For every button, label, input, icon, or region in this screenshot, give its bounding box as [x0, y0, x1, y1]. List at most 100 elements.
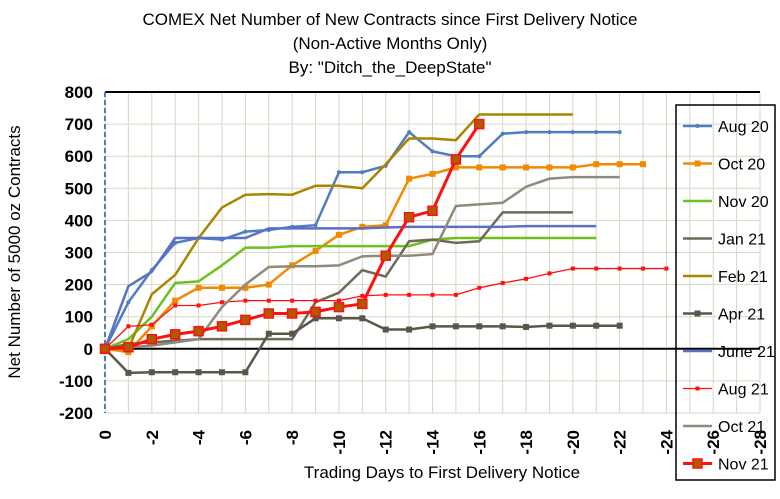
data-point [570, 130, 575, 135]
data-point [196, 303, 201, 308]
data-point [333, 301, 345, 313]
data-point [407, 292, 412, 297]
x-tick-label: -4 [190, 429, 209, 445]
series-line [104, 162, 644, 354]
y-tick-label: 300 [65, 244, 93, 263]
y-tick-label: 100 [65, 308, 93, 327]
y-tick-label: 0 [84, 340, 93, 359]
legend-label: Oct 21 [718, 419, 765, 436]
data-point [477, 154, 482, 159]
y-tick-label: 600 [65, 147, 93, 166]
data-point [593, 161, 600, 168]
legend-label: June 21 [718, 344, 775, 361]
series-oct-20 [102, 161, 647, 356]
data-point [218, 369, 225, 376]
y-tick-label: -100 [59, 372, 93, 391]
y-tick-label: 800 [65, 83, 93, 102]
data-point [172, 297, 179, 304]
data-point [524, 130, 529, 135]
y-tick-label: 400 [65, 211, 93, 230]
data-point [664, 266, 669, 271]
data-point [195, 284, 202, 291]
data-point [453, 292, 458, 297]
data-point [407, 130, 412, 135]
data-point [594, 266, 599, 271]
data-point [218, 284, 225, 291]
chart-title-line-3: By: "Ditch_the_DeepState" [289, 58, 492, 77]
data-point [289, 330, 296, 337]
data-point [570, 266, 575, 271]
data-point [359, 315, 366, 322]
data-point [569, 164, 576, 171]
series-nov-20 [104, 236, 597, 350]
data-point [406, 175, 413, 182]
data-point [243, 298, 248, 303]
legend-label: Feb 21 [718, 269, 768, 286]
x-tick-label: -20 [564, 430, 583, 455]
data-point [406, 326, 413, 333]
data-point [242, 284, 249, 291]
data-point [359, 223, 366, 230]
data-point [695, 124, 700, 128]
data-point [593, 322, 600, 329]
data-point [640, 161, 647, 168]
data-point [125, 369, 132, 376]
x-axis-label: Trading Days to First Delivery Notice [304, 463, 580, 482]
data-point [430, 149, 435, 154]
x-tick-label: -10 [330, 430, 349, 455]
data-point [360, 293, 365, 298]
data-point [169, 329, 181, 340]
x-tick-label: -8 [283, 430, 302, 445]
data-point [266, 298, 271, 303]
x-tick-label: -6 [236, 430, 255, 445]
data-point [242, 369, 249, 376]
data-point [523, 164, 530, 171]
y-tick-label: 700 [65, 115, 93, 134]
data-point [99, 343, 111, 355]
data-point [123, 341, 134, 353]
data-point [336, 170, 341, 175]
data-point [500, 280, 505, 285]
series-line [104, 236, 597, 350]
data-point [243, 229, 248, 234]
series-line [103, 224, 597, 350]
data-point [313, 298, 318, 303]
data-point [452, 323, 459, 330]
data-point [452, 164, 459, 171]
series-line [104, 175, 620, 351]
data-point [382, 222, 389, 229]
data-point [312, 315, 319, 322]
x-tick-label: -24 [657, 429, 676, 454]
data-point [265, 330, 272, 337]
chart-title-line-1: COMEX Net Number of New Contracts since … [142, 10, 637, 29]
x-tick-label: -18 [517, 430, 536, 455]
data-point [641, 266, 646, 271]
data-point [240, 314, 251, 326]
data-point [335, 315, 342, 322]
data-point [193, 325, 204, 337]
legend-label: Nov 20 [718, 194, 769, 211]
data-point [173, 240, 178, 245]
data-point [126, 300, 131, 305]
data-point [146, 333, 158, 345]
data-point [474, 118, 485, 130]
data-point [546, 322, 553, 329]
data-point [126, 324, 131, 329]
series-oct-21 [104, 175, 620, 351]
legend-label: Nov 21 [718, 457, 769, 474]
series-feb-21 [105, 113, 573, 351]
data-point [336, 298, 341, 303]
data-point [694, 160, 701, 167]
data-point [524, 276, 529, 281]
y-tick-label: 200 [65, 276, 93, 295]
data-point [172, 369, 179, 376]
series-line [105, 113, 573, 351]
data-point [383, 292, 388, 297]
data-point [382, 326, 389, 333]
data-point [476, 323, 483, 330]
data-point [476, 164, 483, 171]
data-point [310, 306, 321, 318]
data-point [263, 308, 274, 319]
data-point [569, 322, 576, 329]
